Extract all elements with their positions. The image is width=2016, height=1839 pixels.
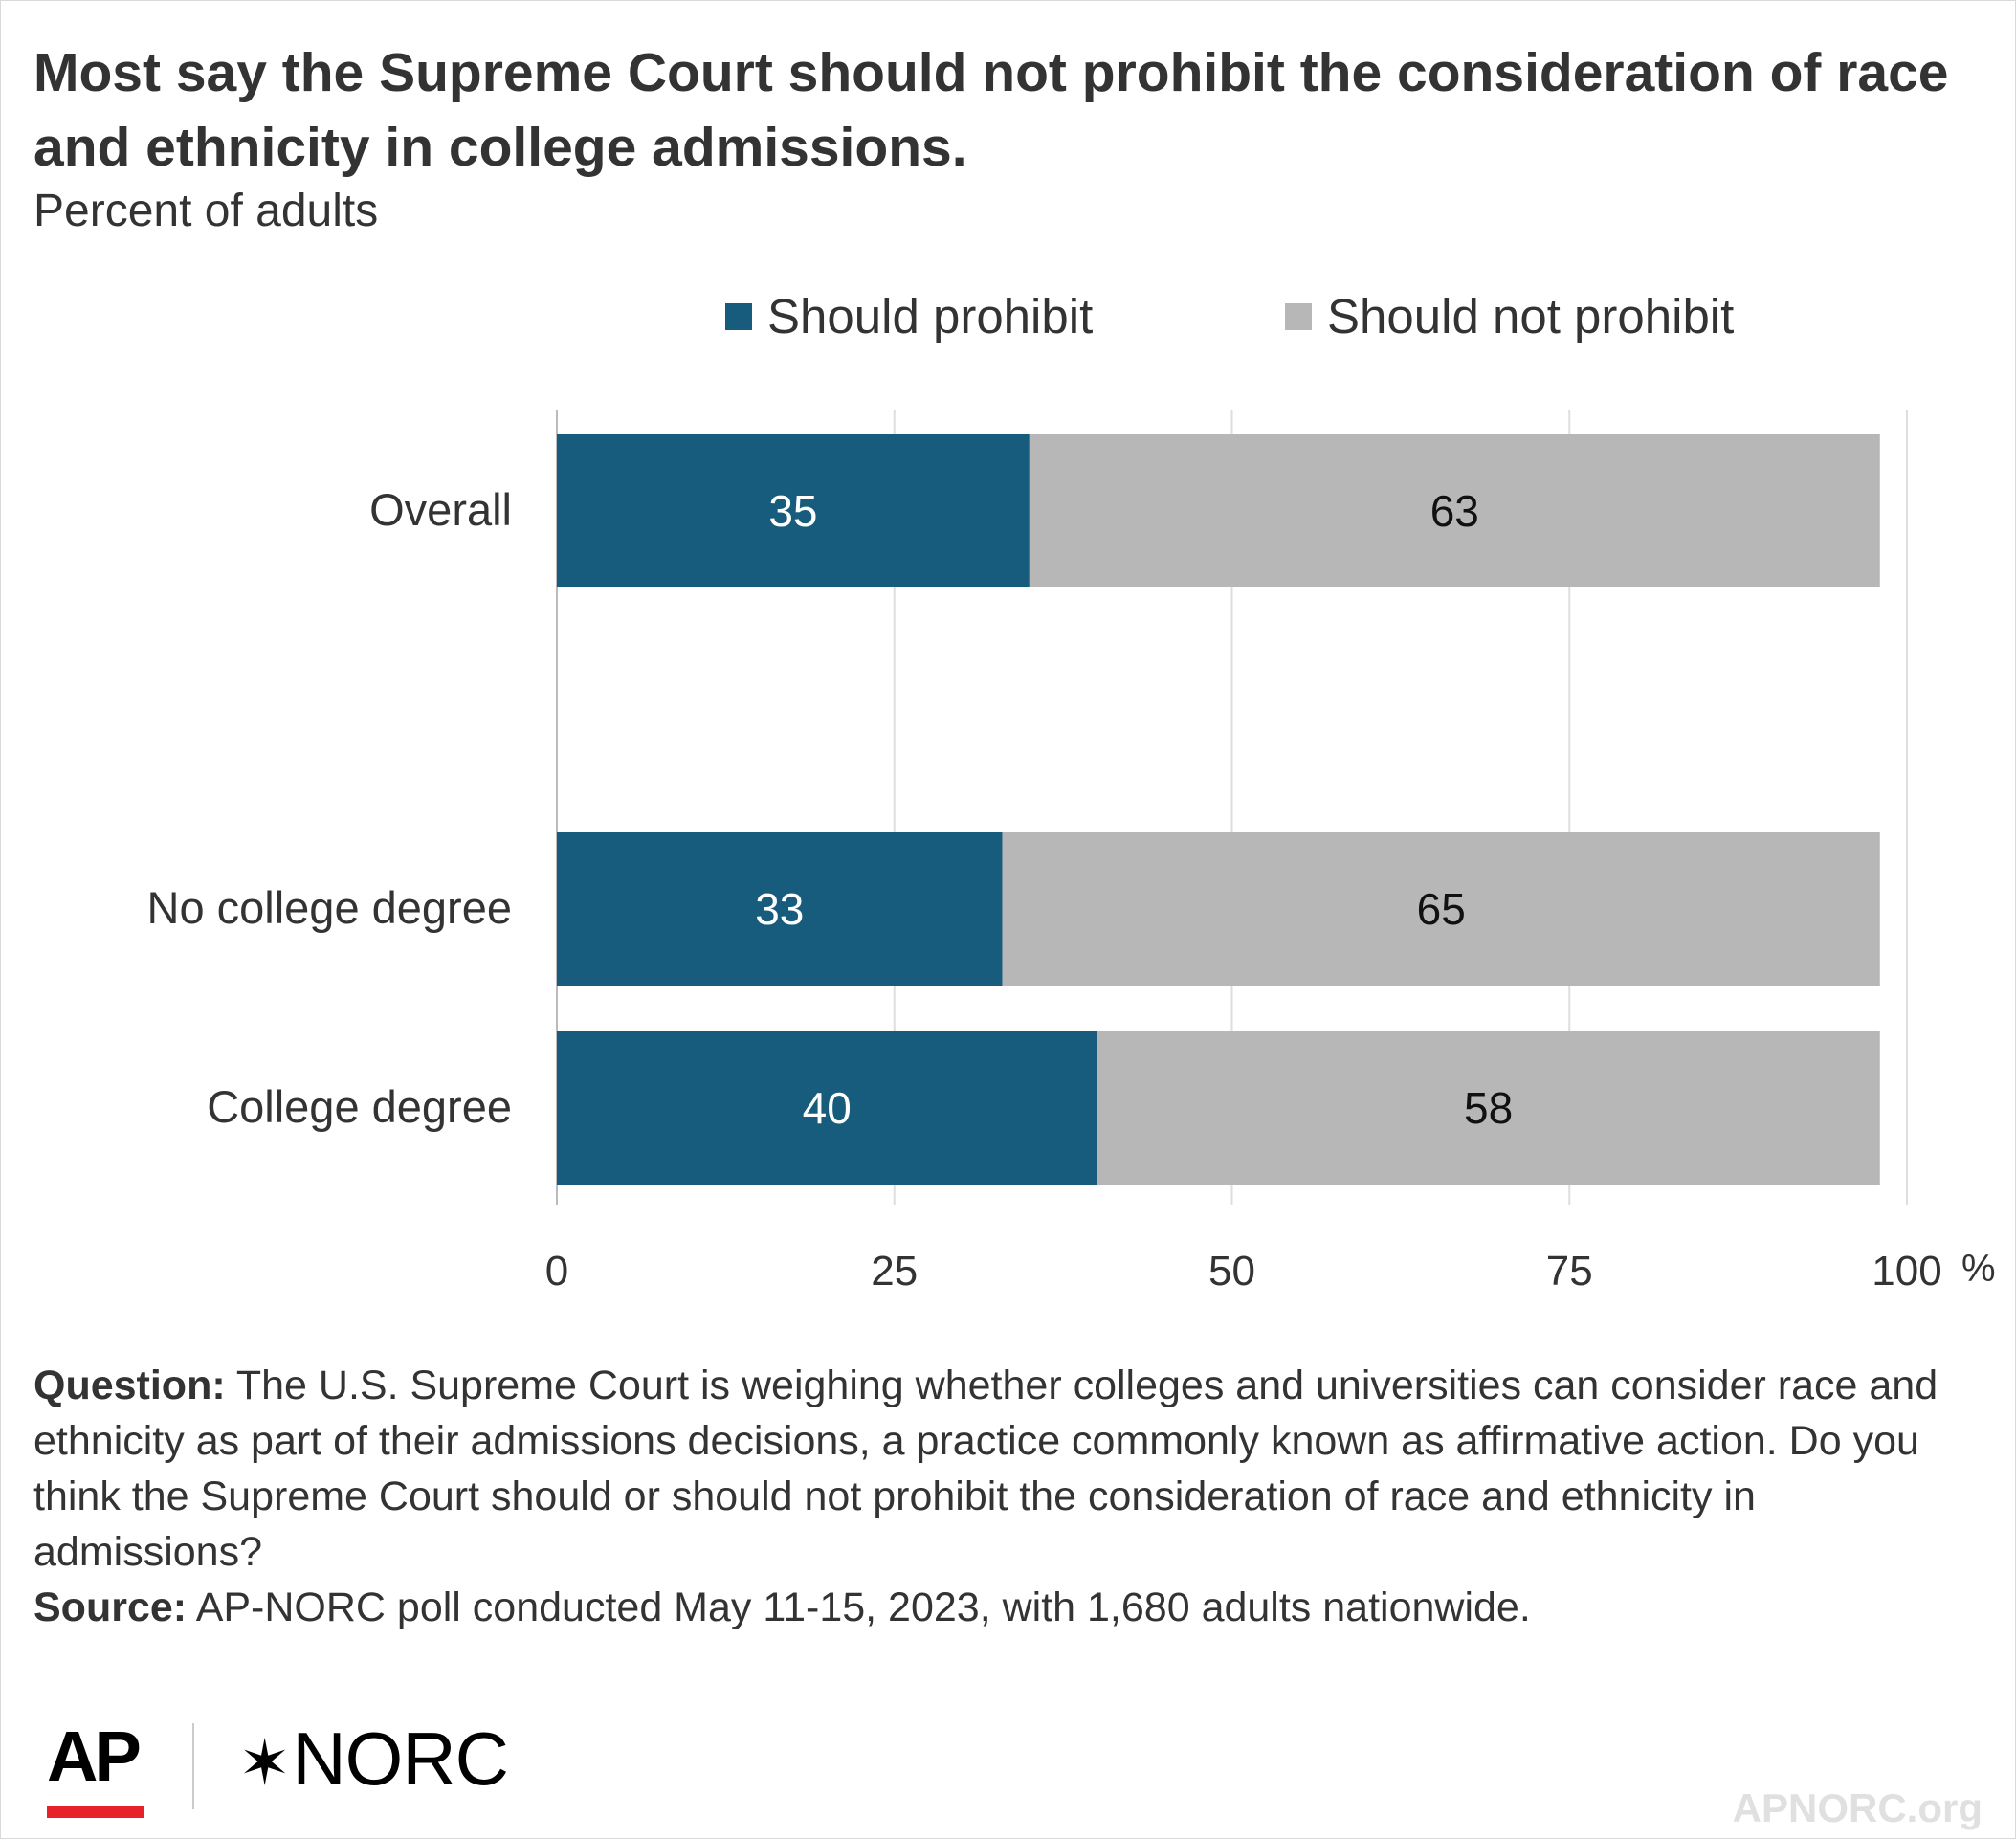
chart-subtitle: Percent of adults [33,186,379,236]
question-text: The U.S. Supreme Court is weighing wheth… [33,1363,1938,1575]
bar-segment [1097,1031,1880,1185]
question-note: Question: The U.S. Supreme Court is weig… [33,1358,1985,1580]
site-url: APNORC.org [1732,1785,1983,1830]
source-text: AP-NORC poll conducted May 11-15, 2023, … [195,1584,1531,1630]
x-tick-label: 0 [545,1248,568,1295]
legend-swatch-should-not-prohibit [1285,302,1312,330]
data-label: 58 [1464,1083,1513,1133]
bar-chart: 0 25 50 75 100 % Overall 35 63 No college degree 3… [147,410,1996,1295]
x-tick-label: 75 [1546,1248,1593,1295]
legend-swatch-should-prohibit [725,302,752,330]
legend-label-should-prohibit: Should prohibit [767,289,1094,343]
bar-segment [557,434,1030,587]
source-note: Source: AP-NORC poll conducted May 11-15… [33,1580,1985,1635]
logo-divider [192,1723,194,1809]
ap-logo-underline [47,1806,144,1818]
x-unit-label: % [1961,1248,1996,1290]
logos: AP ✶NORC [47,1717,621,1818]
category-label: College degree [207,1081,512,1132]
bar-segment [557,1031,1097,1185]
x-tick-label: 25 [871,1248,918,1295]
category-label: Overall [369,484,512,535]
legend-item-should-prohibit: Should prohibit [725,288,1093,344]
chart-title: Most say the Supreme Court should not pr… [33,42,1949,178]
data-label: 40 [803,1083,852,1133]
bar-segment [1002,832,1880,986]
legend: Should prohibit Should not prohibit [1,288,2015,345]
bar-segment [1029,434,1880,587]
data-label: 35 [768,486,817,536]
ap-logo: AP [47,1717,142,1796]
x-tick-label: 50 [1208,1248,1255,1295]
legend-label-should-not-prohibit: Should not prohibit [1327,289,1735,343]
question-label: Question: [33,1363,226,1408]
bar-segment [557,832,1003,986]
norc-star-icon: ✶ [238,1727,291,1798]
legend-item-should-not-prohibit: Should not prohibit [1285,288,1734,344]
data-label: 33 [755,884,804,934]
norc-logo-text: NORC [292,1717,509,1801]
norc-logo: ✶NORC [238,1717,509,1801]
source-label: Source: [33,1584,188,1630]
x-tick-label: 100 [1872,1248,1941,1295]
category-label: No college degree [147,882,513,933]
data-label: 65 [1417,884,1466,934]
data-label: 63 [1430,486,1479,536]
